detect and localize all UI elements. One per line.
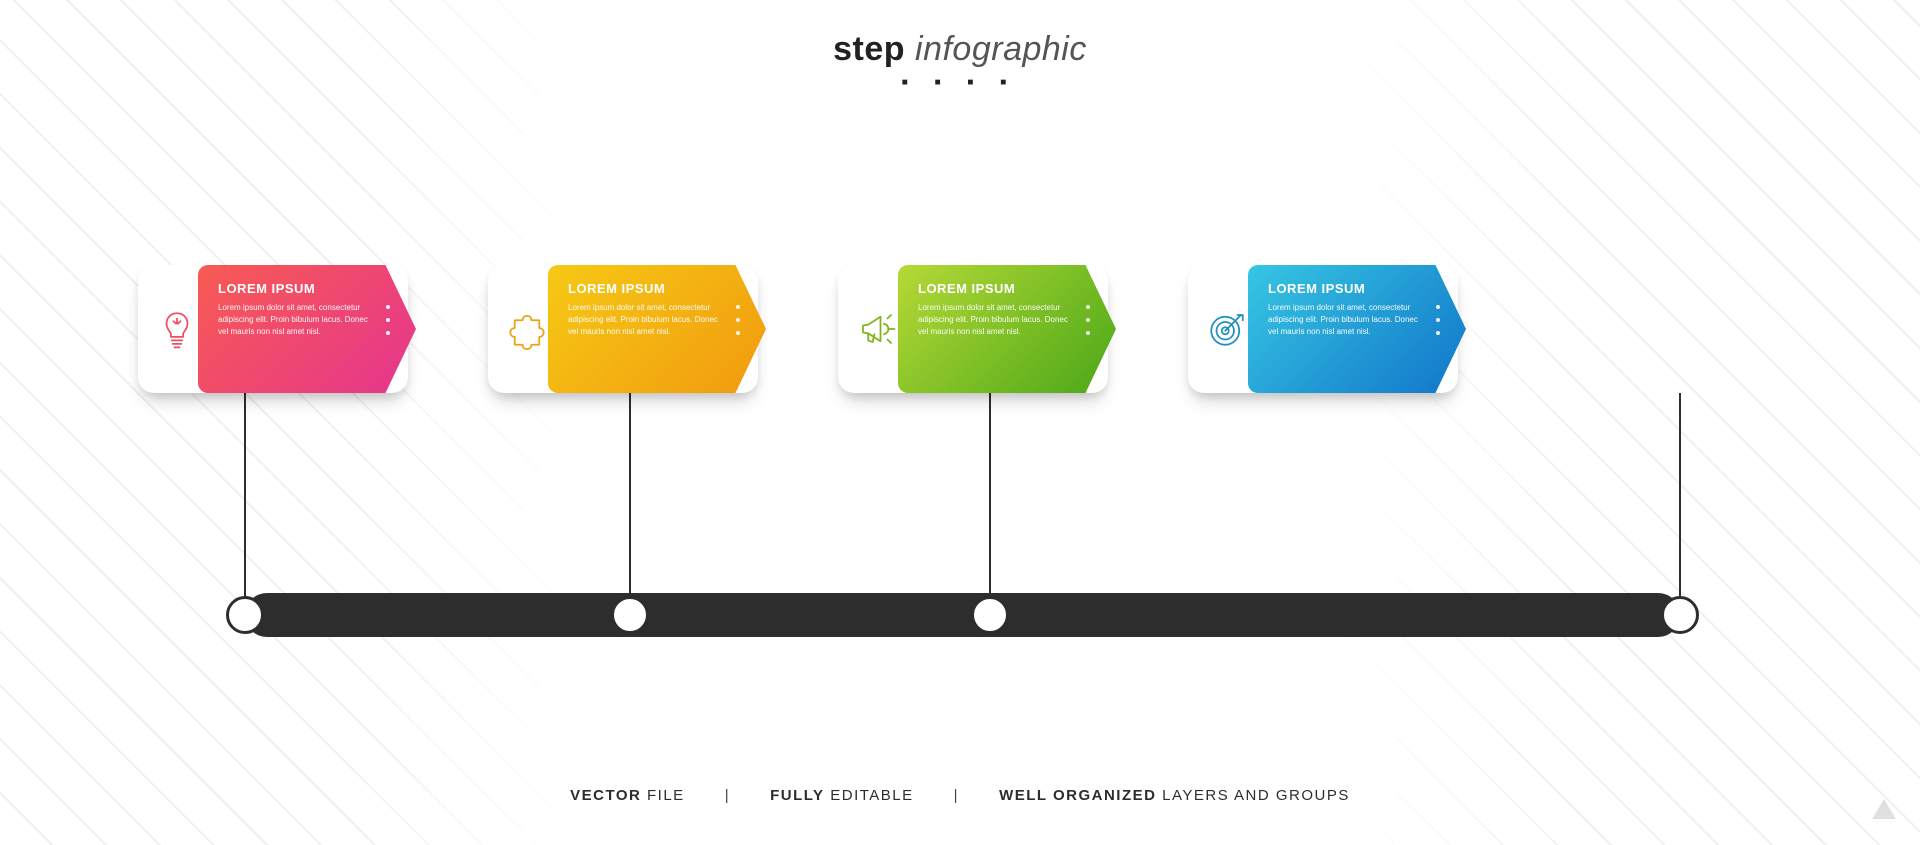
timeline-node: [971, 596, 1009, 634]
step-title: LOREM IPSUM: [918, 281, 1080, 296]
lightbulb-icon: [156, 308, 198, 350]
footer-seg-1: FULLY EDITABLE: [770, 787, 914, 804]
step-overlay: LOREM IPSUM Lorem ipsum dolor sit amet, c…: [548, 265, 766, 393]
step-card: LOREM IPSUM Lorem ipsum dolor sit amet, c…: [838, 265, 1118, 393]
step-title: LOREM IPSUM: [218, 281, 380, 296]
puzzle-icon: [506, 308, 548, 350]
step-body: Lorem ipsum dolor sit amet, consectetur …: [1268, 302, 1430, 338]
timeline-node: [611, 596, 649, 634]
step-overlay: LOREM IPSUM Lorem ipsum dolor sit amet, c…: [1248, 265, 1466, 393]
step-card: LOREM IPSUM Lorem ipsum dolor sit amet, c…: [1188, 265, 1468, 393]
watermark-icon: [1872, 799, 1896, 819]
step-dots-icon: [1436, 305, 1440, 335]
step-title: LOREM IPSUM: [1268, 281, 1430, 296]
step-card: LOREM IPSUM Lorem ipsum dolor sit amet, c…: [488, 265, 768, 393]
step-dots-icon: [736, 305, 740, 335]
footer-sep: |: [954, 787, 959, 804]
title-bold: step: [833, 30, 905, 68]
step-dots-icon: [386, 305, 390, 335]
step-body: Lorem ipsum dolor sit amet, consectetur …: [918, 302, 1080, 338]
footer-seg-2: WELL ORGANIZED LAYERS AND GROUPS: [999, 787, 1350, 804]
header: step infographic ■ ■ ■ ■: [0, 30, 1920, 88]
step-card: LOREM IPSUM Lorem ipsum dolor sit amet, c…: [138, 265, 418, 393]
step-overlay: LOREM IPSUM Lorem ipsum dolor sit amet, c…: [898, 265, 1116, 393]
timeline-node: [226, 596, 264, 634]
connector: [989, 393, 991, 615]
timeline-bar: [245, 593, 1680, 637]
footer-sep: |: [725, 787, 730, 804]
timeline-node: [1661, 596, 1699, 634]
megaphone-icon: [856, 308, 898, 350]
step-overlay: LOREM IPSUM Lorem ipsum dolor sit amet, c…: [198, 265, 416, 393]
connector: [244, 393, 246, 615]
step-title: LOREM IPSUM: [568, 281, 730, 296]
step-body: Lorem ipsum dolor sit amet, consectetur …: [568, 302, 730, 338]
connector: [629, 393, 631, 615]
page-title: step infographic: [0, 30, 1920, 69]
title-dots: ■ ■ ■ ■: [0, 77, 1920, 88]
footer: VECTOR FILE | FULLY EDITABLE | WELL ORGA…: [0, 787, 1920, 805]
step-dots-icon: [1086, 305, 1090, 335]
footer-seg-0: VECTOR FILE: [570, 787, 685, 804]
title-italic: infographic: [915, 30, 1087, 68]
step-body: Lorem ipsum dolor sit amet, consectetur …: [218, 302, 380, 338]
background-stripes: [0, 0, 1920, 845]
footer-text: VECTOR FILE | FULLY EDITABLE | WELL ORGA…: [570, 787, 1350, 804]
connector: [1679, 393, 1681, 615]
target-icon: [1206, 308, 1248, 350]
